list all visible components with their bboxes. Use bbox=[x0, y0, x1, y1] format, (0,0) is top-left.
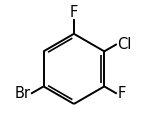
Text: Cl: Cl bbox=[117, 37, 132, 52]
Text: Br: Br bbox=[15, 86, 31, 101]
Text: F: F bbox=[117, 86, 126, 101]
Text: F: F bbox=[70, 5, 78, 20]
